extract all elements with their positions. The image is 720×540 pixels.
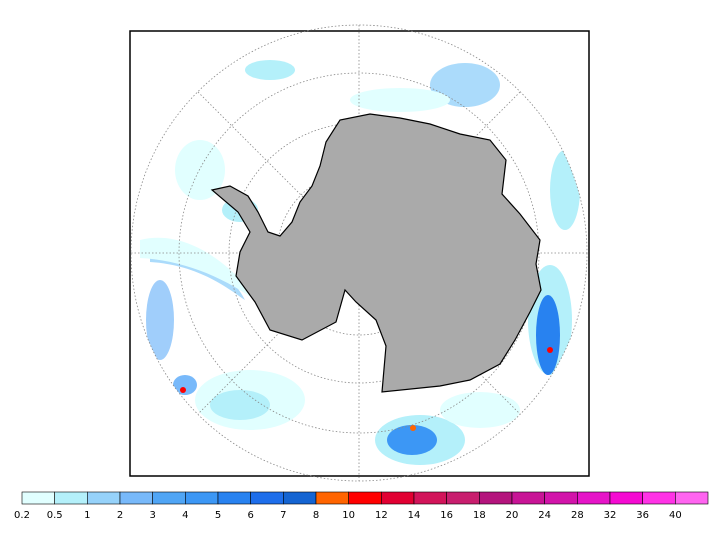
legend-swatch bbox=[185, 491, 219, 505]
legend-swatch bbox=[609, 491, 643, 505]
legend-swatch bbox=[21, 491, 55, 505]
legend-label: 28 bbox=[571, 510, 584, 521]
legend-swatch bbox=[283, 491, 317, 505]
legend-label: 16 bbox=[440, 510, 453, 521]
legend-swatch bbox=[87, 491, 121, 505]
legend-swatch bbox=[381, 491, 415, 505]
legend-swatch bbox=[217, 491, 251, 505]
legend-swatch bbox=[54, 491, 88, 505]
precip-field bbox=[140, 60, 580, 465]
legend-label: 14 bbox=[408, 510, 421, 521]
legend-swatch bbox=[675, 491, 709, 505]
legend-label: 10 bbox=[342, 510, 355, 521]
legend-swatch bbox=[544, 491, 578, 505]
legend-label: 4 bbox=[182, 510, 188, 521]
legend-label: 5 bbox=[215, 510, 221, 521]
legend-swatch bbox=[642, 491, 676, 505]
legend-swatch bbox=[348, 491, 382, 505]
color-legend: 0.2 0.5 1 2 3 4 5 6 7 8 10 12 14 16 18 20 24 28 32 36 40 bbox=[14, 491, 709, 521]
legend-swatch bbox=[577, 491, 611, 505]
legend-label: 18 bbox=[473, 510, 486, 521]
legend-swatch bbox=[119, 491, 153, 505]
legend-label: 32 bbox=[604, 510, 617, 521]
legend-label: 8 bbox=[313, 510, 319, 521]
legend-label: 0.2 bbox=[14, 510, 30, 521]
legend-label: 24 bbox=[538, 510, 551, 521]
legend-swatch bbox=[250, 491, 284, 505]
legend-label: 6 bbox=[247, 510, 253, 521]
legend-swatch bbox=[479, 491, 513, 505]
legend-label: 36 bbox=[636, 510, 649, 521]
legend-label: 3 bbox=[149, 510, 155, 521]
antarctica-landmass bbox=[210, 113, 542, 393]
legend-label: 20 bbox=[506, 510, 519, 521]
legend-label: 0.5 bbox=[47, 510, 63, 521]
legend-swatch bbox=[315, 491, 349, 505]
legend-label: 7 bbox=[280, 510, 286, 521]
legend-label: 2 bbox=[117, 510, 123, 521]
legend-label: 1 bbox=[84, 510, 90, 521]
legend-label: 12 bbox=[375, 510, 388, 521]
legend-swatch bbox=[152, 491, 186, 505]
legend-swatch bbox=[413, 491, 447, 505]
legend-label: 40 bbox=[669, 510, 682, 521]
legend-swatch bbox=[446, 491, 480, 505]
legend-swatch bbox=[511, 491, 545, 505]
